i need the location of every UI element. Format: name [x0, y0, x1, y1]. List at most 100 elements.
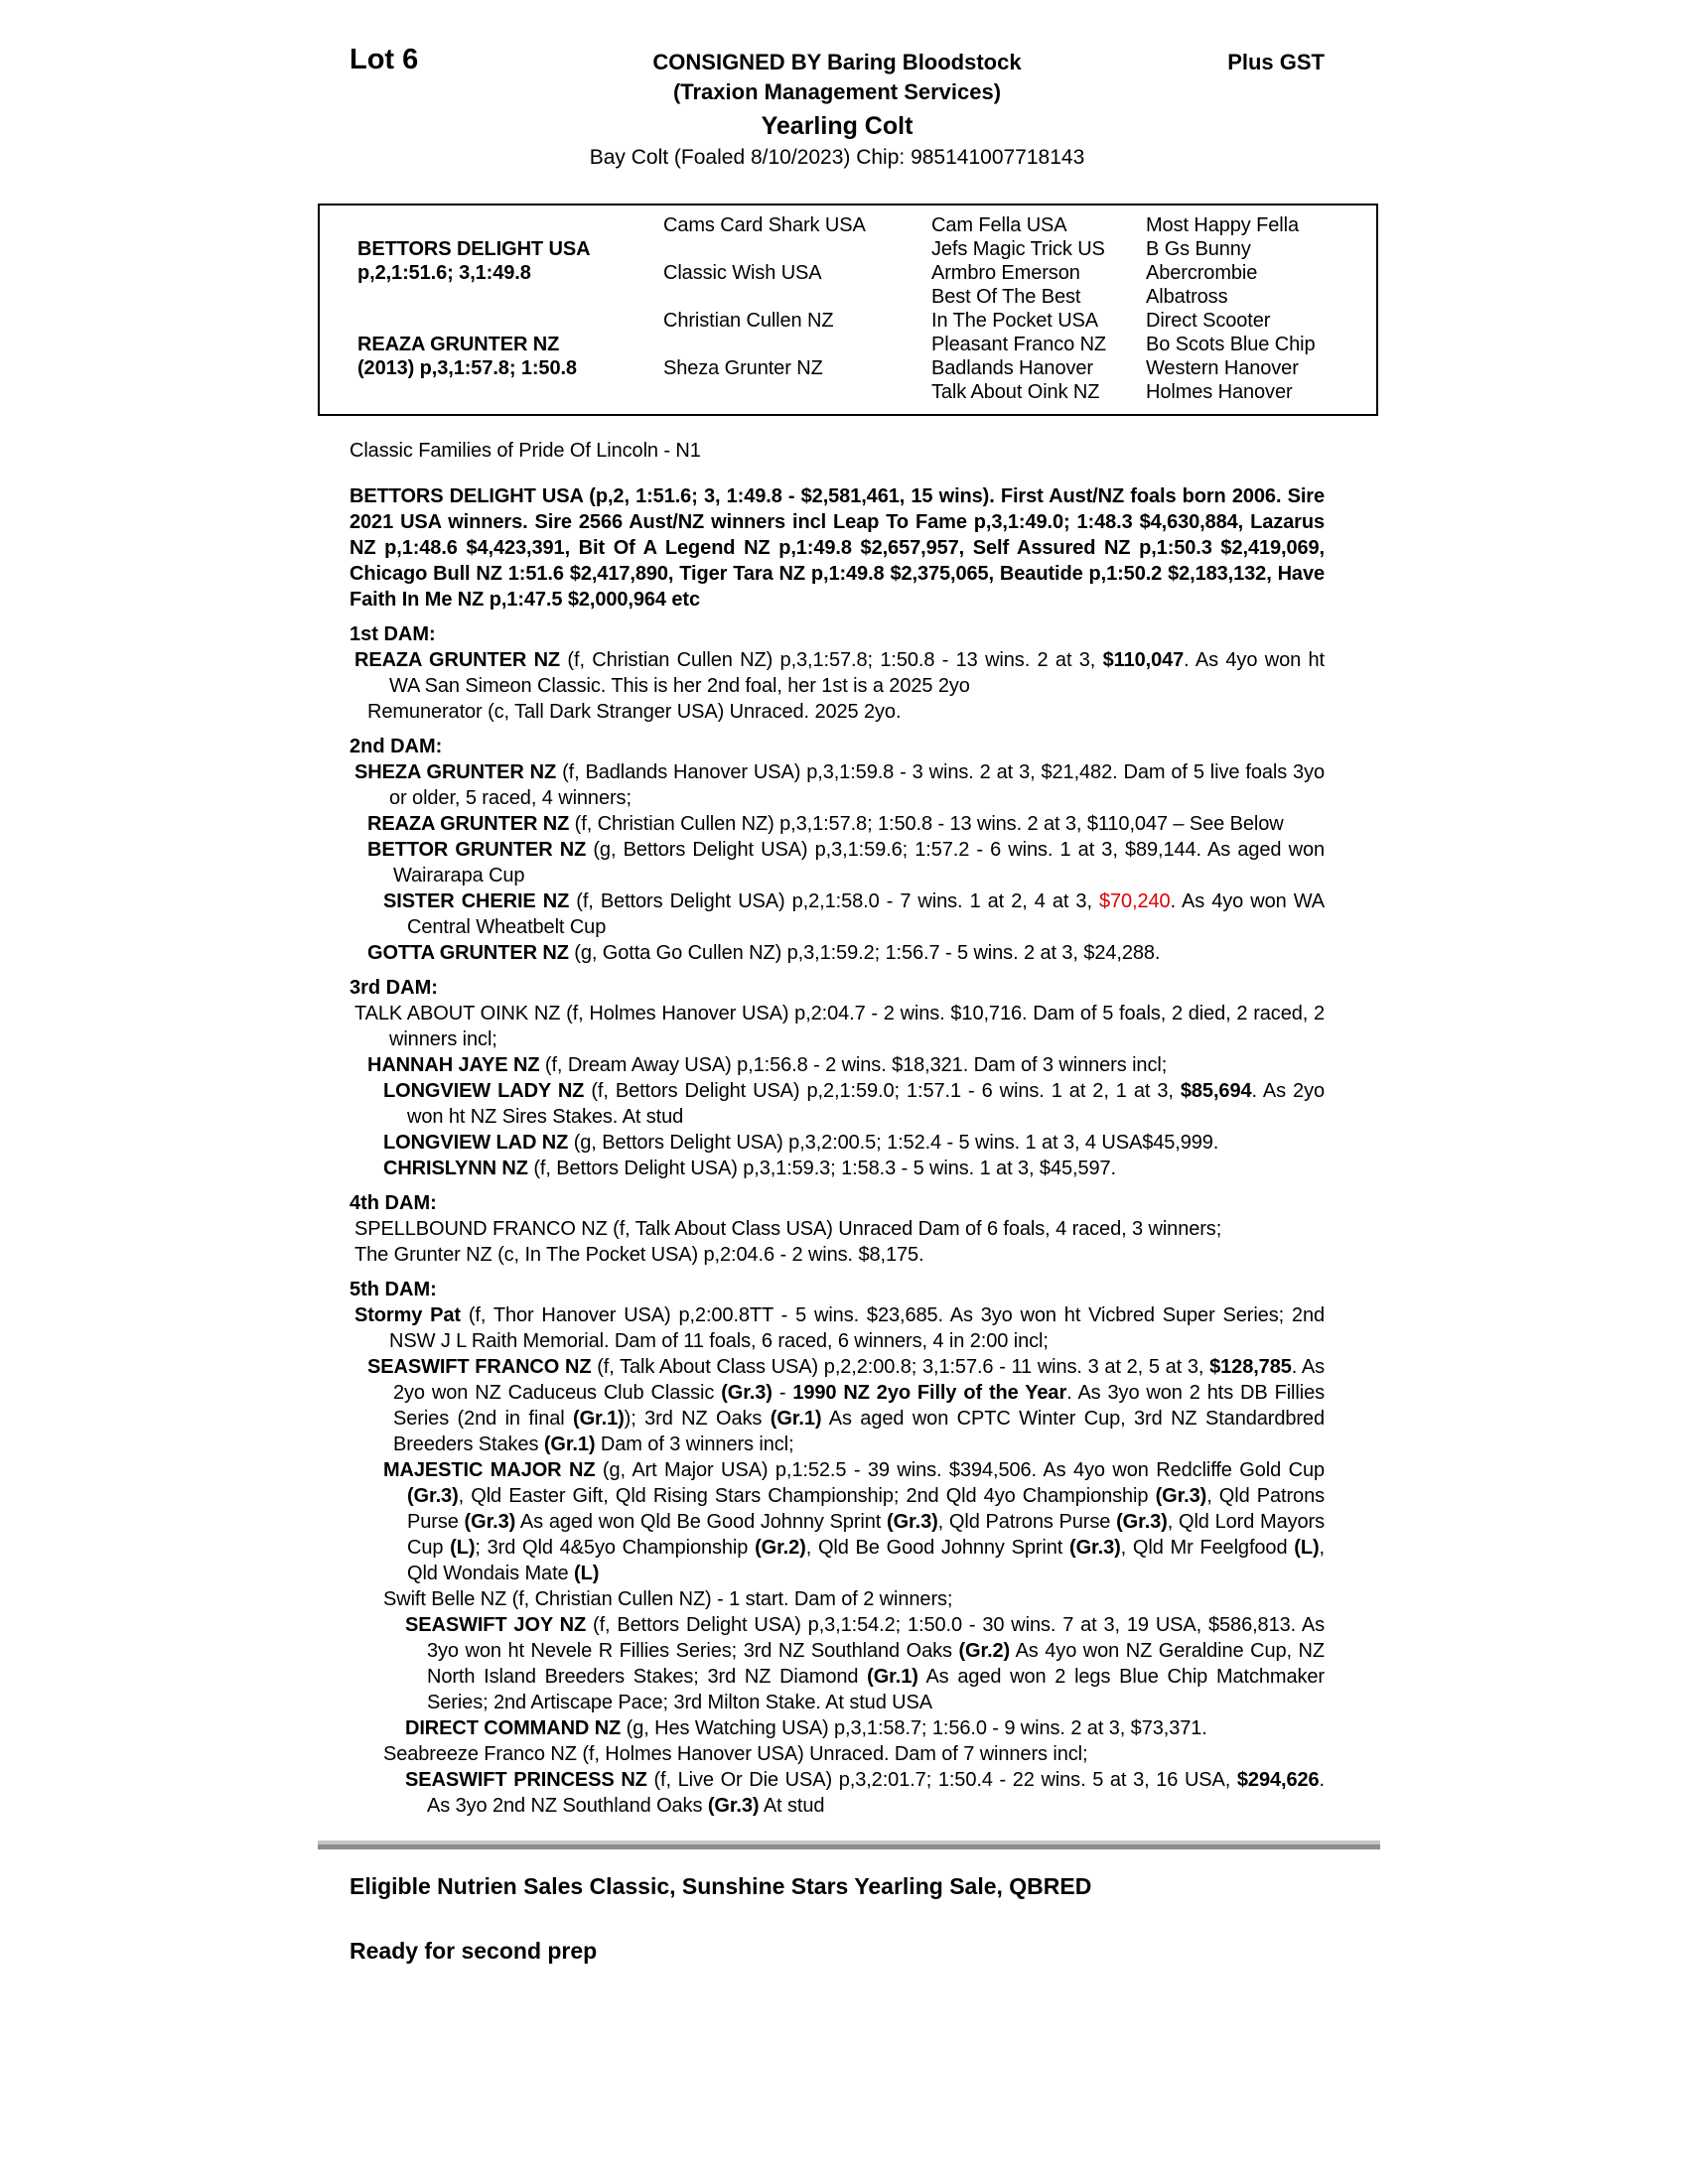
pedigree-entry: REAZA GRUNTER NZ (f, Christian Cullen NZ…	[350, 647, 1325, 699]
pedigree-cell: Cams Card Shark USA	[663, 214, 866, 236]
pedigree-cell: Talk About Oink NZ	[931, 381, 1100, 403]
entry-text: (g, Gotta Go Cullen NZ) p,3,1:59.2; 1:56…	[568, 942, 1161, 964]
entry-text: , Qld Mr Feelgfood	[1120, 1537, 1295, 1559]
consigned-by: CONSIGNED BY Baring Bloodstock	[652, 50, 1022, 74]
entry-text: Stormy Pat	[354, 1304, 461, 1326]
pedigree-cell: Badlands Hanover	[931, 357, 1093, 379]
entry-text: (f, Dream Away USA) p,1:56.8 - 2 wins. $…	[539, 1054, 1168, 1076]
entry-text: The Grunter NZ (c, In The Pocket USA) p,…	[354, 1244, 924, 1266]
entry-text: ; 3rd Qld 4&5yo Championship	[475, 1537, 756, 1559]
entry-text: Remunerator (c, Tall Dark Stranger USA) …	[367, 701, 902, 723]
entry-text: (f, Badlands Hanover USA) p,3,1:59.8 - 3…	[389, 761, 1326, 809]
entry-text: ); 3rd NZ Oaks	[624, 1408, 771, 1430]
entry-text: . As 4yo won WA Central Wheatbelt Cup	[407, 890, 1325, 938]
pedigree-cell: Bo Scots Blue Chip	[1146, 334, 1316, 355]
dam-sections: 1st DAM: REAZA GRUNTER NZ (f, Christian C…	[350, 621, 1325, 1819]
entry-text: (Gr.3)	[887, 1511, 938, 1533]
entry-text: As aged won 2 legs Blue Chip Matchmaker …	[427, 1666, 1325, 1713]
pedigree-entry: SISTER CHERIE NZ (f, Bettors Delight USA…	[350, 888, 1325, 940]
entry-text: , Qld Patrons Purse	[937, 1511, 1117, 1533]
entry-text: (f, Christian Cullen NZ) p,3,1:57.8; 1:5…	[560, 649, 1103, 671]
pedigree-entry: MAJESTIC MAJOR NZ (g, Art Major USA) p,1…	[350, 1457, 1325, 1586]
pedigree-cell: Jefs Magic Trick US	[931, 238, 1105, 260]
entry-text: (Gr.1)	[573, 1408, 625, 1430]
pedigree-entry: SEASWIFT FRANCO NZ (f, Talk About Class …	[350, 1354, 1325, 1457]
pedigree-entry: Swift Belle NZ (f, Christian Cullen NZ) …	[350, 1586, 1325, 1612]
entry-text: (g, Art Major USA) p,1:52.5 - 39 wins. $…	[595, 1459, 1325, 1481]
pedigree-cell: Cam Fella USA	[931, 214, 1067, 236]
entry-text: REAZA GRUNTER NZ	[354, 649, 561, 671]
entry-text: Swift Belle NZ (f, Christian Cullen NZ) …	[383, 1588, 953, 1610]
entry-text: SISTER CHERIE NZ	[383, 890, 570, 912]
dam-heading: 2nd DAM:	[350, 736, 443, 757]
pedigree-cell: B Gs Bunny	[1146, 238, 1251, 260]
dam-heading: 3rd DAM:	[350, 977, 438, 999]
entry-text: , Qld Easter Gift, Qld Rising Stars Cham…	[458, 1485, 1156, 1507]
entry-text: (Gr.1)	[867, 1666, 918, 1688]
entry-text: . As 3yo 2nd NZ Southland Oaks	[427, 1769, 1325, 1817]
entry-text: At stud	[759, 1795, 825, 1817]
entry-text: (f, Bettors Delight USA) p,3,1:54.2; 1:5…	[427, 1614, 1325, 1662]
pedigree-cell: Albatross	[1146, 286, 1228, 308]
entry-text: (g, Bettors Delight USA) p,3,1:59.6; 1:5…	[393, 839, 1325, 887]
entry-text: $110,047	[1102, 649, 1185, 671]
entry-text: GOTTA GRUNTER NZ	[367, 942, 569, 964]
pedigree-cell: Classic Wish USA	[663, 262, 822, 284]
entry-text: As aged won Qld Be Good Johnny Sprint	[515, 1511, 888, 1533]
eligibility-note: Eligible Nutrien Sales Classic, Sunshine…	[350, 1873, 1092, 1899]
entry-text: (Gr.3)	[1069, 1537, 1121, 1559]
entry-text: (Gr.1)	[770, 1408, 822, 1430]
pedigree-entry: REAZA GRUNTER NZ (f, Christian Cullen NZ…	[350, 811, 1325, 837]
page-content: Lot 6 CONSIGNED BY Baring Bloodstock Plu…	[318, 44, 1380, 1965]
entry-text: (L)	[574, 1563, 600, 1584]
entry-text: (Gr.2)	[755, 1537, 806, 1559]
entry-text: (Gr.1)	[543, 1433, 596, 1455]
entry-text: , Qld Lord Mayors Cup	[407, 1511, 1325, 1559]
sire-paragraph: BETTORS DELIGHT USA (p,2, 1:51.6; 3, 1:4…	[350, 485, 1325, 611]
pedigree-entry: SEASWIFT PRINCESS NZ (f, Live Or Die USA…	[350, 1767, 1325, 1819]
pedigree-cell: In The Pocket USA	[931, 310, 1099, 332]
entry-text: . As 2yo won NZ Caduceus Club Classic	[393, 1356, 1325, 1404]
pedigree-entry: SHEZA GRUNTER NZ (f, Badlands Hanover US…	[350, 759, 1325, 811]
entry-text: . As 4yo won ht WA San Simeon Classic. T…	[389, 649, 1325, 697]
foal-details: Bay Colt (Foaled 8/10/2023) Chip: 985141…	[589, 146, 1085, 169]
entry-text: $128,785	[1209, 1356, 1292, 1378]
pedigree-cell: Most Happy Fella	[1146, 214, 1300, 236]
pedigree-cell: Sheza Grunter NZ	[663, 357, 823, 379]
dam-heading: 4th DAM:	[350, 1192, 437, 1214]
entry-text: , Qld Be Good Johnny Sprint	[805, 1537, 1070, 1559]
entry-text: (f, Bettors Delight USA) p,2,1:59.0; 1:5…	[584, 1080, 1181, 1102]
pedigree-cell: Pleasant Franco NZ	[931, 334, 1107, 355]
pedigree-cell: Direct Scooter	[1146, 310, 1271, 332]
entry-text: SEASWIFT FRANCO NZ	[367, 1356, 592, 1378]
entry-text: (Gr.3)	[707, 1795, 760, 1817]
pedigree-cell: BETTORS DELIGHT USA	[357, 238, 591, 260]
entry-text: LONGVIEW LADY NZ	[383, 1080, 585, 1102]
pedigree-cell: Armbro Emerson	[931, 262, 1080, 284]
entry-text: 1990 NZ 2yo Filly of the Year	[792, 1382, 1067, 1404]
entry-text: BETTOR GRUNTER NZ	[367, 839, 587, 861]
entry-text: (f, Bettors Delight USA) p,3,1:59.3; 1:5…	[527, 1158, 1116, 1179]
dam-heading: 1st DAM:	[350, 623, 436, 645]
entry-text: , Qld Wondais Mate	[407, 1537, 1325, 1584]
entry-text: MAJESTIC MAJOR NZ	[383, 1459, 596, 1481]
entry-text: Dam of 3 winners incl;	[595, 1433, 794, 1455]
entry-text: (Gr.3)	[407, 1485, 459, 1507]
entry-text: (f, Talk About Class USA) p,2,2:00.8; 3,…	[591, 1356, 1210, 1378]
pedigree-entry: CHRISLYNN NZ (f, Bettors Delight USA) p,…	[350, 1156, 1325, 1181]
pedigree-cell: p,2,1:51.6; 3,1:49.8	[357, 262, 531, 284]
prep-status: Ready for second prep	[350, 1938, 598, 1964]
entry-text: . As 2yo won ht NZ Sires Stakes. At stud	[407, 1080, 1325, 1128]
section-divider	[318, 1841, 1380, 1849]
entry-text: $85,694	[1180, 1080, 1252, 1102]
entry-text: DIRECT COMMAND NZ	[405, 1717, 622, 1739]
entry-text: (Gr.3)	[1116, 1511, 1168, 1533]
pedigree-entry: LONGVIEW LADY NZ (f, Bettors Delight USA…	[350, 1078, 1325, 1130]
page-header: Lot 6 CONSIGNED BY Baring Bloodstock Plu…	[350, 44, 1325, 76]
pedigree-cell: Abercrombie	[1146, 262, 1258, 284]
pedigree-cell: Christian Cullen NZ	[663, 310, 834, 332]
entry-text: $294,626	[1236, 1769, 1320, 1791]
entry-text: Seabreeze Franco NZ (f, Holmes Hanover U…	[383, 1743, 1088, 1765]
entry-text: SPELLBOUND FRANCO NZ (f, Talk About Clas…	[354, 1218, 1222, 1240]
